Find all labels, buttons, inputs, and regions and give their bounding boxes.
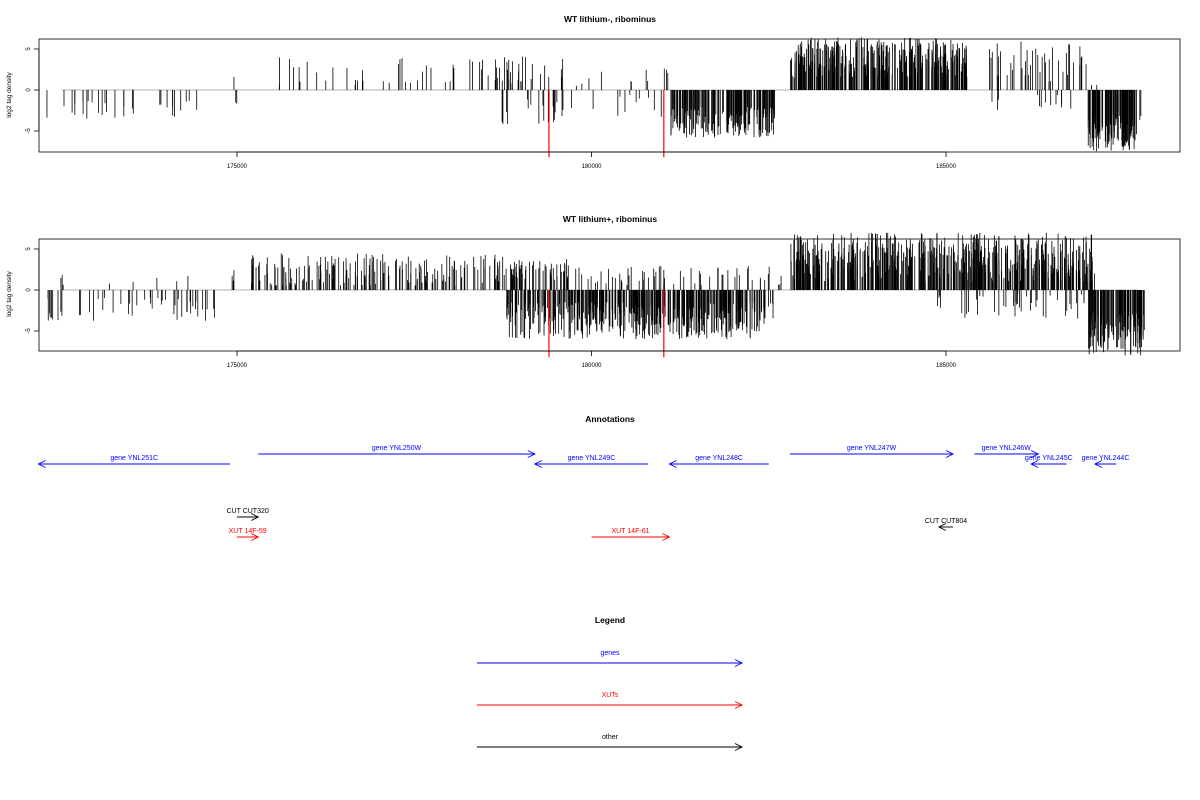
x-tick-label: 175000 <box>227 363 248 369</box>
y-tick-label: 5 <box>26 47 32 51</box>
xut-arrow-2-head <box>662 533 671 541</box>
gene-arrow-5-head <box>945 450 955 458</box>
gene-arrow-4 <box>668 460 769 468</box>
panel-1-plot-box <box>38 38 1181 153</box>
cut-label-2: CUT CUT804 <box>925 518 967 525</box>
gene-label-7: gene YNL245C <box>1025 455 1073 462</box>
xut-label-2: XUT 14F-61 <box>611 528 649 535</box>
panel-1-x-axis: 175000 180000 185000 <box>227 151 957 170</box>
x-tick-label: 185000 <box>936 164 957 170</box>
gene-arrow-5 <box>790 450 955 458</box>
panel-1-bars <box>46 37 1142 152</box>
gene-arrow-2-head <box>527 450 536 458</box>
gene-label-1: gene YNL251C <box>110 455 158 462</box>
legend-arrow-XUTs-head <box>734 701 744 709</box>
cut-arrow-2-head <box>937 523 947 531</box>
cut-label-1: CUT CUT320 <box>226 508 268 515</box>
panel-2-x-axis: 175000 180000 185000 <box>227 350 957 369</box>
annotations-title: Annotations <box>585 414 635 424</box>
gene-arrow-1 <box>37 460 230 468</box>
x-tick-label: 180000 <box>581 164 602 170</box>
y-tick-label: 0 <box>26 88 32 92</box>
x-tick-label: 175000 <box>227 164 248 170</box>
panel-1-y-axis: -5 0 5 <box>26 47 40 134</box>
y-tick-label: 5 <box>26 247 32 251</box>
y-tick-label: 0 <box>26 288 32 292</box>
gene-label-5: gene YNL247W <box>847 445 897 452</box>
legend-title: Legend <box>595 615 625 625</box>
legend-arrow-genes <box>477 659 744 667</box>
gene-arrow-8-head <box>1093 460 1103 468</box>
gene-label-8: gene YNL244C <box>1082 455 1130 462</box>
gene-label-2: gene YNL250W <box>372 445 422 452</box>
gene-arrow-7-head <box>1030 460 1039 468</box>
gene-arrow-3-head <box>533 460 542 468</box>
cut-arrow-1 <box>237 513 260 521</box>
gene-arrow-2 <box>258 450 536 458</box>
panel-1-highlight-marks <box>548 90 665 158</box>
x-tick-label: 185000 <box>936 363 957 369</box>
legend-label-genes: genes <box>600 650 620 657</box>
panel-2-highlight-marks <box>548 290 665 358</box>
xut-arrow-2 <box>591 533 671 541</box>
legend-items: genes XUTs other <box>477 650 744 751</box>
xut-label-1: XUT 14F-59 <box>229 528 267 535</box>
gene-label-6: gene YNL246W <box>982 445 1032 452</box>
panel-2: WT lithium+, ribominus log2 tag density … <box>6 214 1181 369</box>
panel-2-title: WT lithium+, ribominus <box>563 214 657 224</box>
gene-arrow-4-head <box>668 460 677 468</box>
gene-label-4: gene YNL248C <box>695 455 743 462</box>
annotation-features: gene YNL251C gene YNL250W gene YNL249C gene… <box>37 445 1130 541</box>
xut-arrow-1 <box>237 533 260 541</box>
legend-arrow-XUTs <box>477 701 744 709</box>
panel-2-y-axis: -5 0 5 <box>26 247 40 334</box>
legend-label-other: other <box>602 734 619 741</box>
legend-arrow-other <box>477 743 744 751</box>
y-tick-label: -5 <box>26 328 32 334</box>
panel-1-title: WT lithium-, ribominus <box>564 14 656 24</box>
gene-arrow-6 <box>974 450 1040 458</box>
legend-arrow-genes-head <box>734 659 744 667</box>
legend-label-XUTs: XUTs <box>602 692 619 699</box>
legend: Legend genes XUTs other <box>477 615 744 751</box>
cut-arrow-1-head <box>251 513 260 521</box>
legend-arrow-other-head <box>734 743 744 751</box>
cut-arrow-2 <box>937 523 954 531</box>
panel-2-bars <box>47 232 1145 356</box>
gene-arrow-6-head <box>1030 450 1040 458</box>
x-tick-label: 180000 <box>581 363 602 369</box>
xut-arrow-1-head <box>251 533 260 541</box>
gene-arrow-1-head <box>37 460 46 468</box>
panel-1-ylabel: log2 tag density <box>6 71 13 117</box>
y-tick-label: -5 <box>26 128 32 134</box>
gene-label-3: gene YNL249C <box>568 455 616 462</box>
gene-arrow-8 <box>1093 460 1117 468</box>
panel-1: WT lithium-, ribominus log2 tag density … <box>6 14 1181 170</box>
panel-2-ylabel: log2 tag density <box>6 270 13 316</box>
gene-arrow-7 <box>1030 460 1067 468</box>
gene-arrow-3 <box>533 460 649 468</box>
